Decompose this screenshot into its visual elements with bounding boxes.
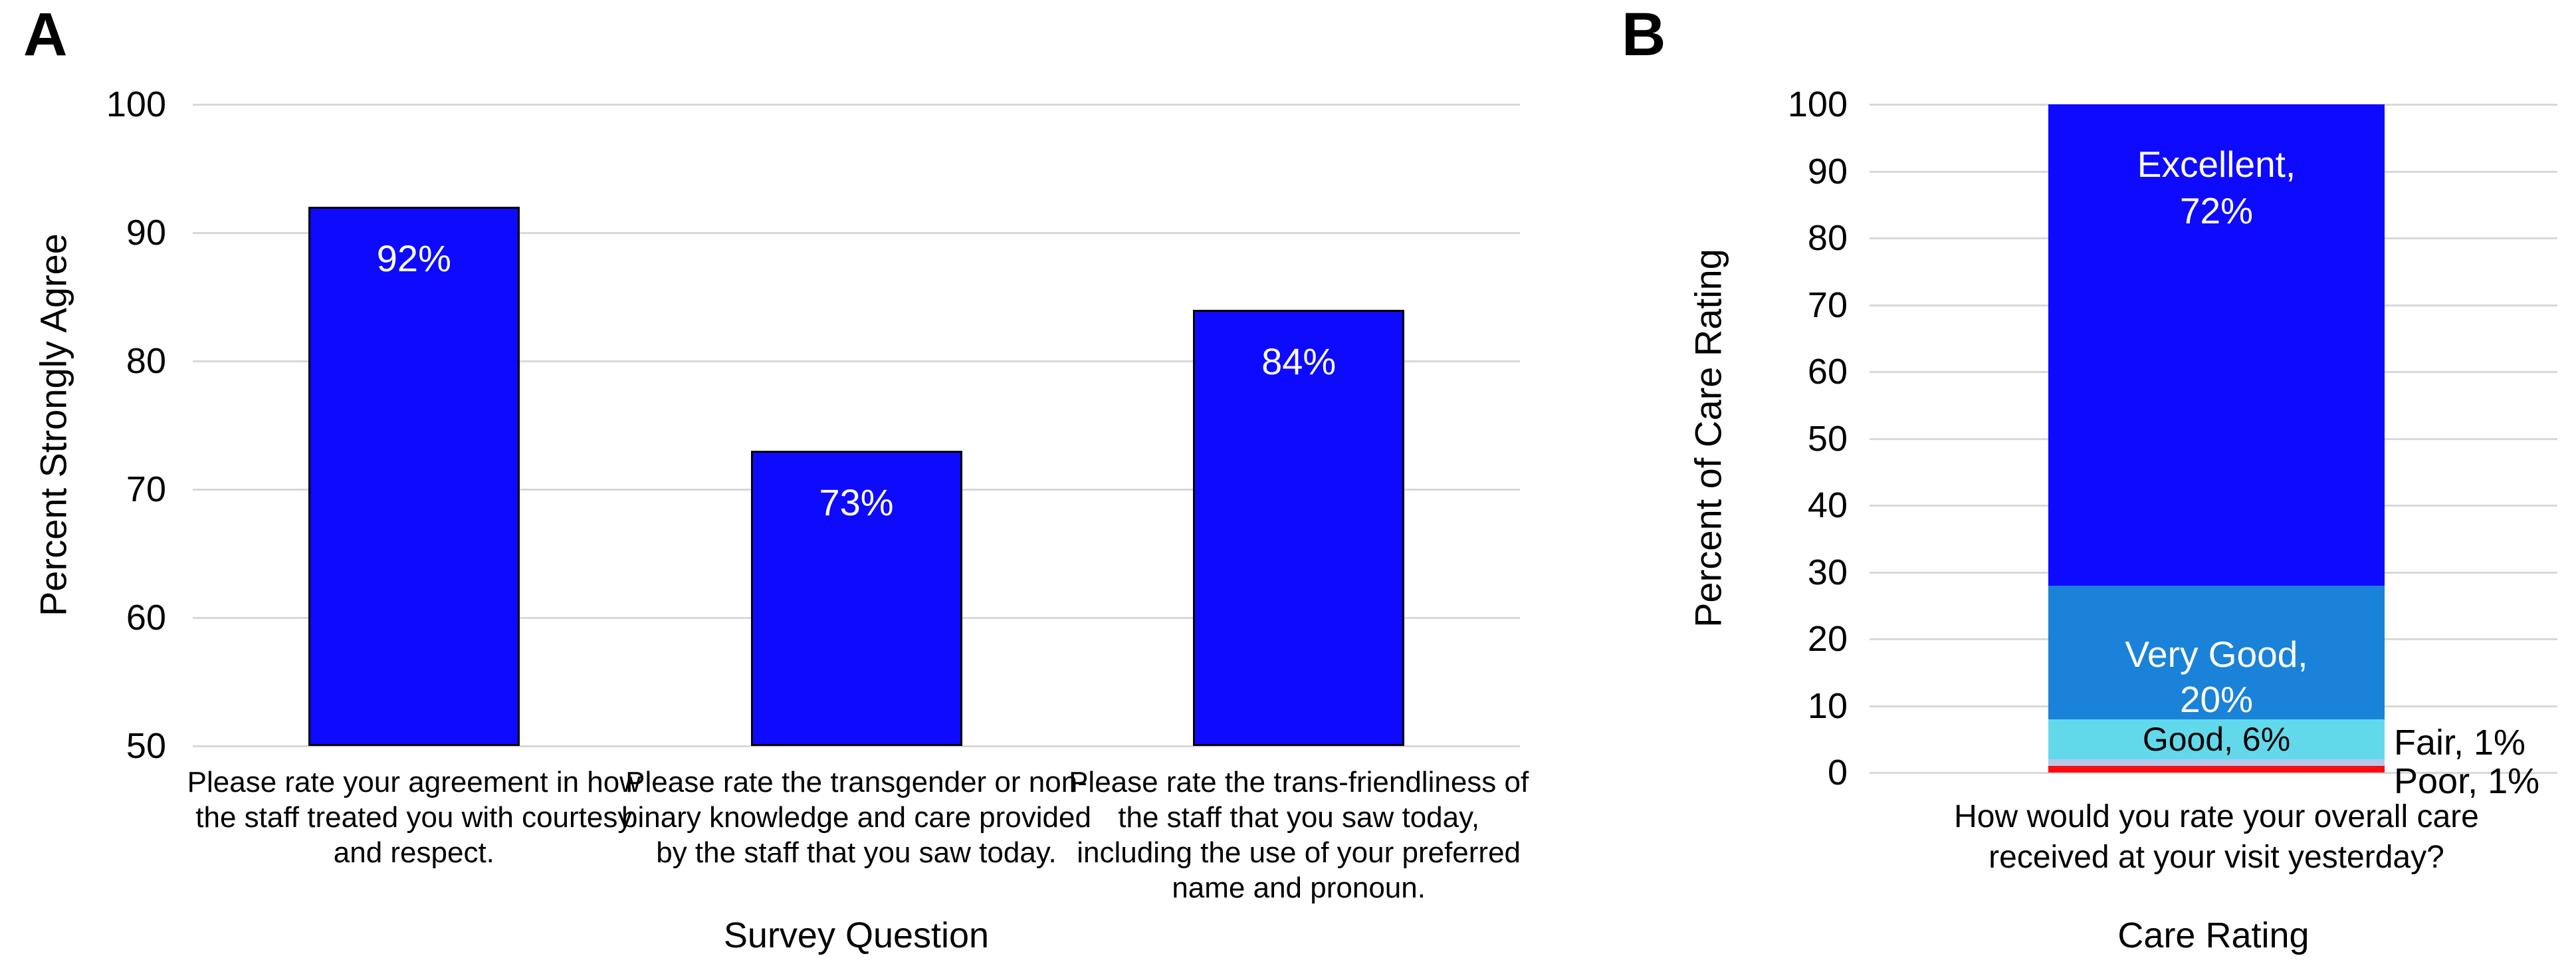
segment-excellent [2048,104,2385,586]
y-axis-tick-label: 40 [1807,485,1848,525]
y-axis-tick-label: 20 [1807,619,1848,659]
x-axis-tick-label: Please rate the trans-friendliness of th… [1069,766,1529,904]
y-axis-tick-label: 100 [1787,84,1848,124]
bar-value-label: 84% [1261,340,1337,382]
gridline [193,104,1520,106]
segment-label: Good, 6% [2142,721,2291,758]
gridline [193,360,1520,362]
x-axis-tick-label: Please rate the transgender or non- bina… [621,766,1091,869]
panel-b-y-axis-title: Percent of Care Rating [1687,249,1729,628]
segment-label: Very Good, 20% [2125,634,2308,720]
bar [1193,309,1405,746]
y-axis-tick-label: 30 [1807,552,1848,592]
panel-b-label: B [1622,1,1666,68]
y-axis-tick-label: 80 [126,341,166,381]
panel-a-label: A [23,1,68,68]
y-axis-tick-label: 90 [1807,151,1848,191]
segment-poor [2048,765,2385,773]
panel-b-x-axis-title: Care Rating [2117,915,2309,955]
gridline [1870,772,2557,774]
segment-label-outside: Fair, 1% [2394,723,2526,763]
gridline [193,232,1520,234]
bar-value-label: 73% [819,481,894,524]
y-axis-tick-label: 0 [1827,753,1848,792]
bar [308,207,520,746]
y-axis-tick-label: 90 [126,213,166,253]
y-axis-tick-label: 80 [1807,218,1848,258]
bar [750,451,962,746]
y-axis-tick-label: 60 [126,598,166,638]
y-axis-tick-label: 70 [126,469,166,509]
segment-label-outside: Poor, 1% [2394,761,2540,801]
y-axis-tick-label: 10 [1807,685,1848,726]
y-axis-tick-label: 50 [126,726,166,766]
x-axis-tick-label: How would you rate your overall care rec… [1954,799,2479,875]
gridline [193,745,1520,747]
y-axis-tick-label: 50 [1807,418,1848,459]
segment-good [2048,719,2385,759]
segment-fair [2048,759,2385,766]
segment-label: Excellent, 72% [2137,144,2296,231]
y-axis-tick-label: 100 [106,84,166,124]
y-axis-tick-label: 60 [1807,352,1848,392]
y-axis-tick-label: 70 [1807,285,1848,325]
segment-very-good [2048,585,2385,719]
panel-a-x-axis-title: Survey Question [723,915,990,955]
bar-value-label: 92% [376,237,451,280]
x-axis-tick-label: Please rate your agreement in how the st… [187,766,641,869]
